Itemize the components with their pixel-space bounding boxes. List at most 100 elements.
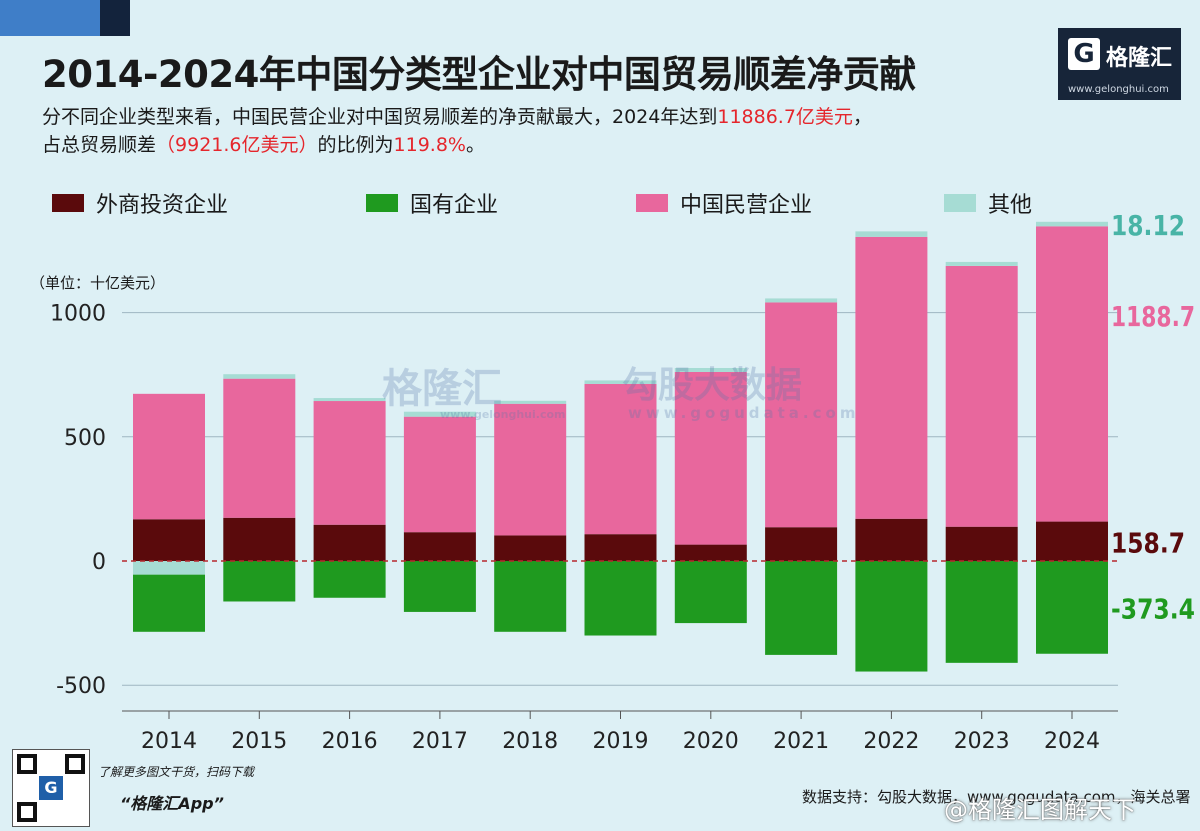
- legend-item-other: 其他: [944, 190, 1033, 218]
- logo-name: 格隆汇: [1106, 46, 1173, 71]
- subtitle-text: 占总贸易顺差: [42, 134, 157, 156]
- state-bar: [1036, 561, 1108, 654]
- brand-watermark: 格隆汇: [382, 356, 502, 414]
- app-promo-text: 了解更多图文干货，扫码下载: [98, 765, 255, 779]
- logo-url: www.gelonghui.com: [1068, 84, 1169, 95]
- other-bar: [765, 298, 838, 303]
- subtitle-highlight: 11886.7亿美元: [717, 106, 853, 128]
- other-bar: [584, 380, 657, 384]
- qr-logo-icon: G: [39, 776, 63, 800]
- foreign-bar: [1036, 521, 1108, 561]
- data-watermark: 勾股大数据: [622, 365, 803, 406]
- other-bar: [855, 231, 928, 237]
- private-bar: [403, 416, 476, 533]
- other-bar: [133, 561, 205, 575]
- private-bar: [313, 401, 386, 525]
- private-bar: [223, 378, 296, 518]
- weibo-watermark: @格隆汇图解天下: [944, 796, 1136, 824]
- legend-swatch: [944, 194, 976, 212]
- state-bar: [855, 561, 928, 672]
- data-label: 158.7: [1111, 526, 1185, 559]
- state-bar: [674, 561, 747, 624]
- other-bar: [223, 374, 296, 379]
- subtitle-line-1: 分不同企业类型来看，中国民营企业对中国贸易顺差的净贡献最大，2024年达到118…: [42, 102, 872, 129]
- legend-item-private: 中国民营企业: [636, 190, 812, 218]
- state-bar: [494, 561, 567, 632]
- state-bar: [403, 561, 476, 612]
- legend-item-foreign: 外商投资企业: [52, 190, 229, 218]
- private-bar: [765, 302, 838, 528]
- y-tick-label: -500: [56, 674, 106, 699]
- legend-swatch: [366, 194, 398, 212]
- top-accent-bar-dark: [100, 0, 130, 36]
- state-bar: [223, 561, 296, 602]
- subtitle-highlight: （9921.6亿美元）: [156, 134, 318, 156]
- other-bar: [403, 411, 476, 417]
- foreign-bar: [133, 519, 205, 561]
- data-source: 数据支持：勾股大数据，www.gogudata.com，海关总署: [802, 788, 1191, 806]
- x-tick-label: 2019: [593, 729, 649, 754]
- x-tick-label: 2014: [141, 729, 197, 754]
- foreign-bar: [855, 518, 928, 561]
- x-tick-label: 2020: [683, 729, 739, 754]
- legend-item-state: 国有企业: [366, 190, 499, 218]
- state-bar: [945, 561, 1018, 663]
- foreign-bar: [313, 524, 386, 561]
- x-tick-label: 2021: [773, 729, 829, 754]
- other-bar: [313, 398, 386, 402]
- x-tick-label: 2018: [502, 729, 558, 754]
- foreign-bar: [765, 527, 838, 561]
- qr-finder: [65, 754, 85, 774]
- subtitle-text: 的比例为: [317, 134, 394, 156]
- x-tick-label: 2023: [954, 729, 1010, 754]
- state-bar: [133, 574, 205, 632]
- y-tick-label: 0: [92, 550, 106, 575]
- legend-label: 国有企业: [410, 193, 499, 218]
- x-tick-label: 2017: [412, 729, 468, 754]
- top-accent-bar: [0, 0, 100, 36]
- state-bar: [765, 561, 838, 655]
- legend-label: 外商投资企业: [96, 193, 229, 218]
- other-bar: [674, 367, 747, 372]
- other-bar: [1036, 221, 1108, 227]
- private-bar: [584, 383, 657, 535]
- subtitle-text: ，: [852, 106, 872, 128]
- brand-logo[interactable]: G 格隆汇 www.gelonghui.com: [1058, 28, 1181, 100]
- brand-watermark-text: 格隆汇: [382, 366, 502, 412]
- private-bar: [133, 393, 205, 520]
- data-label: 1188.7: [1111, 300, 1195, 333]
- qr-finder: [17, 754, 37, 774]
- foreign-bar: [223, 517, 296, 561]
- legend-label: 其他: [988, 193, 1033, 218]
- foreign-bar: [945, 526, 1018, 561]
- other-bar: [945, 261, 1018, 266]
- data-watermark-url: www.gogudata.com: [628, 404, 860, 422]
- subtitle-line-2: 占总贸易顺差（9921.6亿美元）的比例为119.8%。: [42, 130, 485, 157]
- state-bar: [584, 561, 657, 636]
- y-tick-label: 500: [64, 426, 106, 451]
- private-bar: [494, 403, 567, 536]
- legend-swatch: [636, 194, 668, 212]
- unit-label: （单位：十亿美元）: [30, 274, 166, 292]
- private-bar: [1036, 226, 1108, 522]
- foreign-bar: [403, 532, 476, 561]
- chart-title: 2014-2024年中国分类型企业对中国贸易顺差净贡献: [42, 53, 916, 96]
- subtitle-text: 。: [465, 134, 485, 156]
- private-bar: [674, 371, 747, 545]
- brand-watermark-url: www.gelonghui.com: [440, 408, 566, 421]
- app-name[interactable]: “格隆汇App”: [120, 794, 224, 813]
- private-bar: [945, 265, 1018, 527]
- other-bar: [494, 400, 567, 404]
- legend-swatch: [52, 194, 84, 212]
- subtitle-highlight: 119.8%: [393, 134, 466, 156]
- x-tick-label: 2022: [863, 729, 919, 754]
- x-tick-label: 2016: [322, 729, 378, 754]
- qr-code[interactable]: G: [12, 749, 90, 827]
- y-tick-label: 1000: [50, 302, 106, 327]
- qr-finder: [17, 802, 37, 822]
- logo-g-icon: G: [1068, 38, 1100, 70]
- private-bar: [855, 236, 928, 519]
- subtitle-text: 分不同企业类型来看，中国民营企业对中国贸易顺差的净贡献最大，2024年达到: [42, 106, 718, 128]
- data-label: -373.4: [1111, 592, 1195, 625]
